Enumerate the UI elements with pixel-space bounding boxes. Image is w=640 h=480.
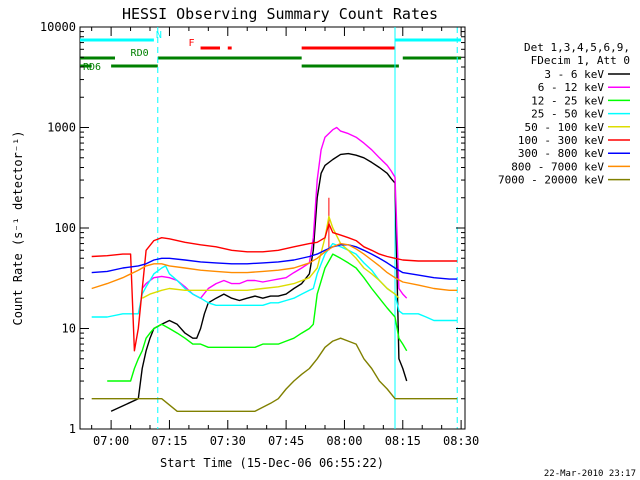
x-tick-label: 08:00 — [326, 434, 362, 448]
y-tick-label: 1000 — [47, 121, 76, 135]
series-line — [141, 215, 400, 299]
y-tick-label: 10000 — [40, 20, 76, 34]
footer-timestamp: 22-Mar-2010 23:17 — [544, 469, 636, 479]
legend-label: 3 - 6 keV — [544, 68, 604, 81]
series-line — [141, 126, 408, 299]
flag-label: RD6 — [83, 62, 101, 73]
legend-label: 25 - 50 keV — [531, 108, 604, 121]
series-line — [91, 244, 458, 280]
x-axis-label: Start Time (15-Dec-06 06:55:22) — [160, 456, 384, 470]
y-tick-label: 100 — [54, 221, 76, 235]
flag-bars: N F RD0 RD6 — [80, 30, 462, 73]
legend: Det 1,3,4,5,6,9, FDecim 1, Att 0 3 - 6 k… — [498, 41, 630, 187]
legend-label: 300 - 800 keV — [518, 147, 604, 160]
legend-label: 100 - 300 keV — [518, 134, 604, 147]
flag-label: N — [156, 30, 162, 41]
legend-label: 6 - 12 keV — [538, 81, 605, 94]
x-tick-label: 07:45 — [268, 434, 304, 448]
x-tick-label: 07:30 — [210, 434, 246, 448]
x-tick-label: 08:30 — [443, 434, 479, 448]
legend-header-line-1: Det 1,3,4,5,6,9, — [524, 41, 630, 54]
legend-label: 7000 - 20000 keV — [498, 174, 604, 187]
legend-label: 50 - 100 keV — [525, 121, 605, 134]
x-tick-label: 07:00 — [93, 434, 129, 448]
legend-label: 12 - 25 keV — [531, 94, 604, 107]
flag-label: RD0 — [131, 48, 149, 59]
series-line — [110, 152, 408, 412]
plot-area: N F RD0 RD6 1 10 100 1000 10000 07:00 07:15 07:30… — [40, 20, 479, 448]
chart-title: HESSI Observing Summary Count Rates — [122, 5, 438, 23]
series-line — [91, 242, 458, 291]
series-group — [91, 126, 458, 412]
x-tick-label: 08:15 — [385, 434, 421, 448]
legend-label: 800 - 7000 keV — [511, 160, 604, 173]
y-tick-label: 10 — [62, 322, 76, 336]
y-axis-label: Count Rate (s⁻¹ detector⁻¹) — [11, 130, 25, 325]
y-tick-label: 1 — [69, 422, 76, 436]
x-ticks: 07:00 07:15 07:30 07:45 08:00 08:15 08:30 — [91, 27, 479, 448]
flag-label: F — [189, 38, 195, 49]
series-line — [91, 337, 458, 412]
series-line — [91, 223, 458, 352]
x-tick-label: 07:15 — [151, 434, 187, 448]
y-ticks: 1 10 100 1000 10000 — [40, 20, 465, 436]
series-line — [107, 253, 408, 382]
legend-header-line-2: FDecim 1, Att 0 — [531, 54, 630, 67]
